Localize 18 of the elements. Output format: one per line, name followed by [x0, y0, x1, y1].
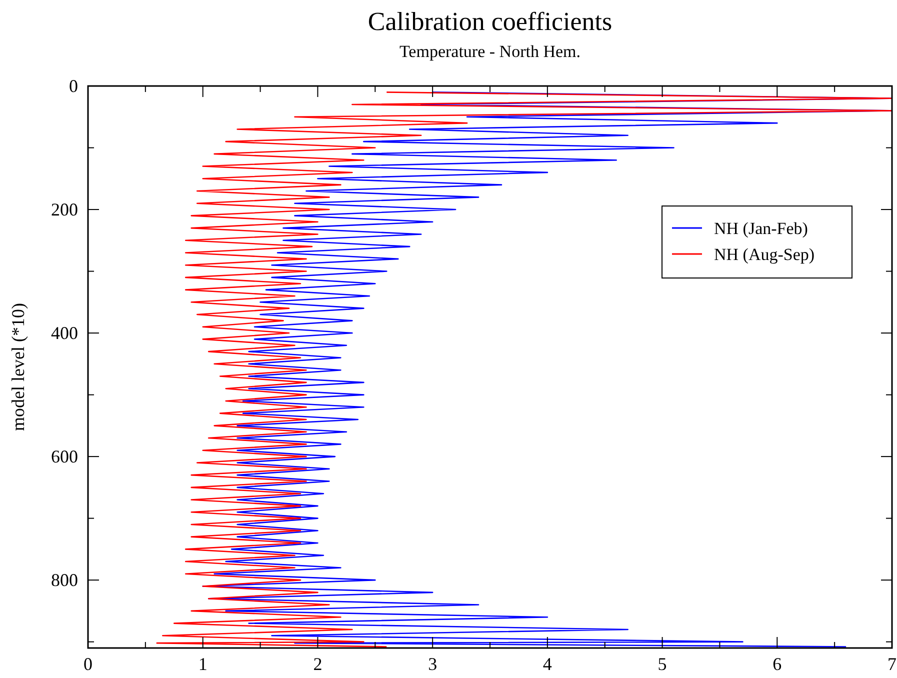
chart-subtitle: Temperature - North Hem.	[399, 42, 581, 61]
x-tick-label: 2	[313, 654, 322, 674]
legend-label: NH (Jan-Feb)	[714, 219, 808, 238]
y-tick-label: 0	[69, 76, 78, 96]
legend-label: NH (Aug-Sep)	[714, 245, 815, 264]
x-tick-label: 4	[542, 654, 552, 674]
x-tick-label: 3	[428, 654, 438, 674]
y-tick-label: 600	[51, 446, 78, 467]
x-tick-label: 1	[198, 654, 208, 674]
x-tick-label: 5	[658, 654, 667, 674]
y-axis-title: model level (*10)	[8, 303, 28, 431]
x-tick-label: 0	[84, 654, 92, 674]
x-tick-label: 7	[888, 654, 896, 674]
y-tick-label: 200	[51, 200, 78, 220]
y-tick-label: 800	[51, 570, 78, 590]
y-tick-label: 400	[51, 323, 78, 344]
chart-title: Calibration coefficients	[368, 7, 612, 36]
x-tick-label: 6	[772, 654, 782, 674]
